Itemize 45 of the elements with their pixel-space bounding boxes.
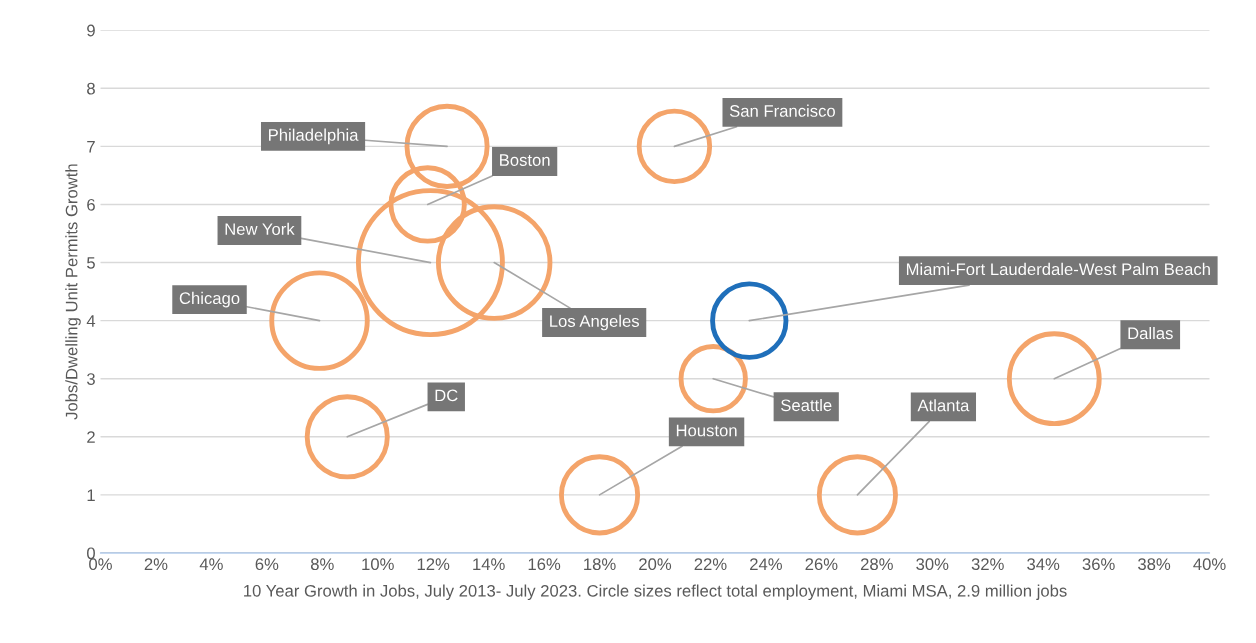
x-tick-label: 26% (805, 558, 838, 571)
x-tick-label: 10% (362, 558, 394, 571)
annotation: Seattle (781, 398, 832, 412)
x-tick-label: 4% (199, 558, 223, 571)
annotation: Los Angeles (550, 314, 639, 331)
x-tick-label: 12% (417, 558, 450, 571)
x-tick-label: 22% (694, 558, 727, 571)
y-tick-label: 6 (87, 198, 95, 211)
annotation: DC (435, 389, 458, 402)
y-tick-label: 7 (87, 140, 95, 153)
x-tick-label: 40% (1193, 558, 1226, 571)
x-tick-label: 6% (255, 558, 279, 571)
annotation: San Francisco (729, 104, 835, 117)
annotation: Miami-Fort Lauderdale-West Palm Beach (906, 262, 1210, 276)
y-tick-label: 5 (87, 257, 95, 269)
annotation: Boston (500, 154, 550, 166)
x-tick-label: 20% (639, 558, 672, 571)
y-tick-label: 9 (87, 24, 95, 37)
x-tick-label: 8% (310, 558, 334, 571)
x-tick-label: 14% (473, 558, 505, 571)
annotation: Atlanta (917, 399, 970, 412)
y-tick-label: 4 (86, 315, 96, 327)
x-tick-label: 0% (89, 558, 112, 571)
x-tick-label: 24% (750, 558, 782, 571)
x-tick-label: 30% (916, 558, 949, 571)
y-tick-label: 0 (87, 547, 95, 560)
y-tick-label: 8 (87, 82, 95, 95)
annotation: Chicago (179, 291, 240, 308)
x-tick-label: 2% (144, 558, 168, 571)
x-tick-label: 32% (971, 558, 1004, 571)
annotation: Philadelphia (269, 128, 359, 145)
x-axis-title: 10 Year Growth in Jobs, July 2013- July 2023. Circle sizes reflect total employment, Miami MSA, 2.9 million jobs (244, 584, 1067, 601)
annotation: Houston (676, 424, 737, 437)
annotation: Dallas (1128, 326, 1173, 340)
x-tick-label: 36% (1082, 558, 1115, 571)
x-tick-label: 38% (1138, 558, 1171, 571)
x-tick-label: 34% (1027, 558, 1060, 571)
x-tick-label: 18% (584, 558, 616, 571)
y-tick-label: 3 (86, 373, 95, 385)
annotation: New York (225, 222, 295, 236)
x-tick-label: 28% (860, 558, 893, 571)
y-axis-title: Jobs/Dwelling Unit Permits Growth (65, 164, 81, 420)
y-tick-label: 2 (87, 431, 95, 443)
x-tick-label: 16% (528, 558, 561, 571)
y-tick-label: 1 (87, 489, 95, 501)
